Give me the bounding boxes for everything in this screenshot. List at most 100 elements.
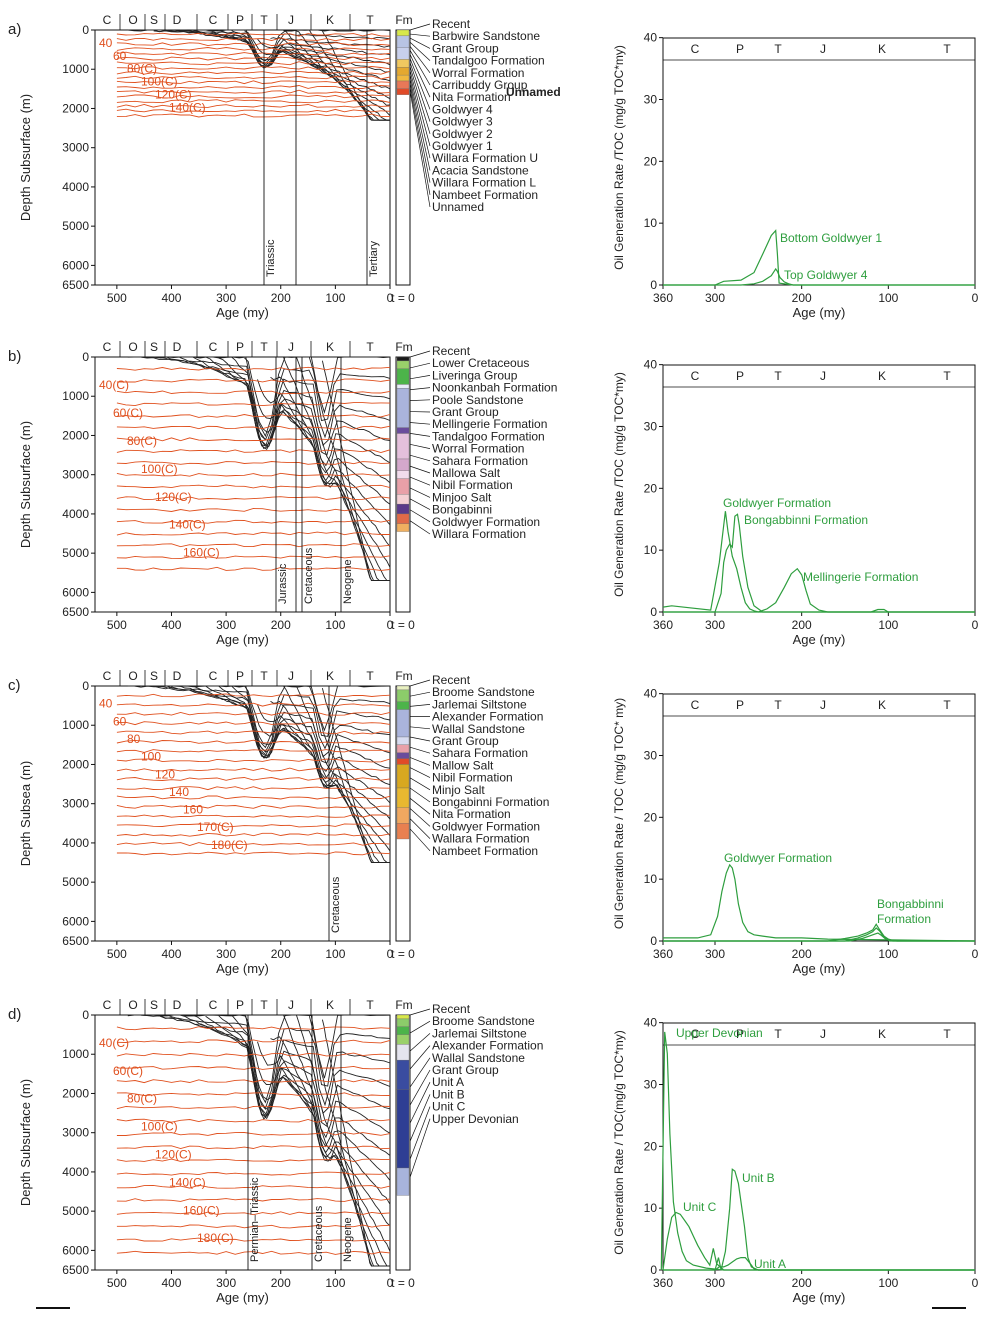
isotherm-curve	[116, 739, 391, 744]
fm-band	[396, 494, 410, 505]
isotherm-curve	[116, 804, 390, 809]
depth-tick-label: 6000	[62, 585, 89, 599]
burial-curve	[166, 1014, 391, 1116]
fm-band	[396, 744, 410, 753]
formation-leader	[409, 23, 431, 31]
formation-leader	[409, 487, 431, 498]
burial-curve	[179, 1014, 391, 1127]
depth-tick-label: 2000	[62, 1086, 89, 1100]
age-tick-label: 500	[107, 947, 127, 961]
formation-leader	[409, 443, 431, 449]
age-tick-label: 300	[216, 947, 236, 961]
formation-leader	[409, 1094, 431, 1142]
fm-band	[396, 787, 410, 808]
isotherm-curve	[116, 814, 391, 818]
period-label: O	[128, 340, 137, 354]
isotherm-curve	[116, 402, 391, 407]
isotherm-curve	[116, 711, 391, 716]
isotherm-curve	[116, 42, 391, 47]
formation-leader	[409, 767, 431, 778]
formation-label: Minjo Salt	[432, 783, 485, 797]
formation-label: Broome Sandstone	[432, 685, 535, 699]
gen-period-label: C	[691, 369, 700, 383]
gen-x-tick-label: 360	[653, 291, 673, 305]
gen-y-tick-label: 20	[644, 154, 658, 168]
fm-band	[396, 1018, 410, 1027]
fm-band	[396, 764, 410, 789]
fm-band	[396, 35, 410, 48]
formation-label: Goldwyer Formation	[432, 515, 540, 529]
depth-tick-label: 5000	[62, 875, 89, 889]
gen-x-tick-label: 100	[878, 291, 898, 305]
panel-label: d)	[8, 1006, 21, 1023]
isotherm-curve	[116, 1211, 391, 1216]
period-label: J	[288, 13, 294, 27]
isotherm-curve	[116, 437, 391, 442]
isotherm-label: 170(C)	[197, 820, 234, 834]
formation-leader	[409, 1106, 431, 1160]
burial-curve	[321, 360, 390, 582]
isotherm-curve	[116, 795, 391, 800]
gen-frame	[662, 37, 976, 286]
fm-band	[396, 1014, 410, 1020]
formation-leader	[409, 375, 431, 380]
gen-ylabel: Oil Generation Rate /TOC (mg/g TOC*my)	[612, 45, 626, 270]
isotherm-curve	[116, 1092, 391, 1097]
fm-band	[396, 1167, 410, 1196]
burial-ylabel: Depth Subsea (m)	[18, 761, 33, 867]
isotherm-curve	[116, 1052, 391, 1057]
isotherm-lines	[116, 366, 391, 571]
formation-label: Jarlemai Siltstone	[432, 697, 527, 711]
gen-series-line	[660, 1031, 975, 1271]
formation-leader	[409, 78, 431, 171]
formation-leader	[409, 736, 431, 742]
fm-header: Fm	[395, 13, 412, 27]
fm-band	[396, 470, 410, 479]
isotherm-label: 60	[113, 49, 127, 63]
period-label: S	[150, 13, 158, 27]
isotherm-label: 40(C)	[99, 1036, 129, 1050]
isotherm-curve	[116, 1105, 391, 1110]
fm-band	[396, 29, 410, 37]
t-zero-label: t = 0	[391, 1276, 415, 1290]
gen-annotation: Bottom Goldwyer 1	[780, 231, 882, 245]
isotherm-label: 80(C)	[127, 1092, 157, 1106]
t-zero-label: t = 0	[391, 947, 415, 961]
isotherm-label: 160(C)	[183, 1203, 220, 1217]
burial-curve	[270, 376, 390, 582]
age-tick-label: 400	[161, 947, 181, 961]
isotherm-label: 100(C)	[141, 75, 178, 89]
formation-leader	[409, 66, 431, 134]
formation-leader	[409, 509, 431, 523]
gen-y-tick-label: 10	[644, 543, 658, 557]
period-label: C	[103, 669, 112, 683]
isotherm-curve	[116, 51, 391, 56]
gen-x-tick-label: 0	[972, 618, 979, 632]
depth-tick-label: 5000	[62, 1204, 89, 1218]
gen-period-label: P	[736, 1027, 744, 1041]
formation-label: Wallal Sandstone	[432, 722, 525, 736]
period-label: P	[236, 340, 244, 354]
gen-x-tick-label: 100	[878, 1276, 898, 1290]
burial-curve	[244, 30, 391, 106]
gen-x-tick-label: 200	[792, 291, 812, 305]
burial-frame	[94, 685, 391, 942]
isotherm-lines	[116, 693, 391, 856]
isotherm-curve	[116, 378, 391, 383]
age-tick-label: 100	[325, 1276, 345, 1290]
gen-x-tick-label: 100	[878, 618, 898, 632]
period-label: J	[288, 669, 294, 683]
period-label: O	[128, 13, 137, 27]
fm-band	[396, 1044, 410, 1061]
burial-curve	[270, 1036, 390, 1267]
gen-frame	[662, 1022, 976, 1271]
isotherm-curve	[116, 56, 391, 61]
fm-band	[396, 388, 410, 428]
gen-y-tick-label: 40	[644, 31, 658, 45]
isotherm-label: 100(C)	[141, 1120, 178, 1134]
gen-series-line	[663, 267, 975, 286]
formation-leader	[409, 86, 431, 195]
gen-y-tick-label: 0	[650, 278, 657, 292]
depth-tick-label: 0	[82, 350, 89, 364]
gen-x-tick-label: 0	[972, 947, 979, 961]
